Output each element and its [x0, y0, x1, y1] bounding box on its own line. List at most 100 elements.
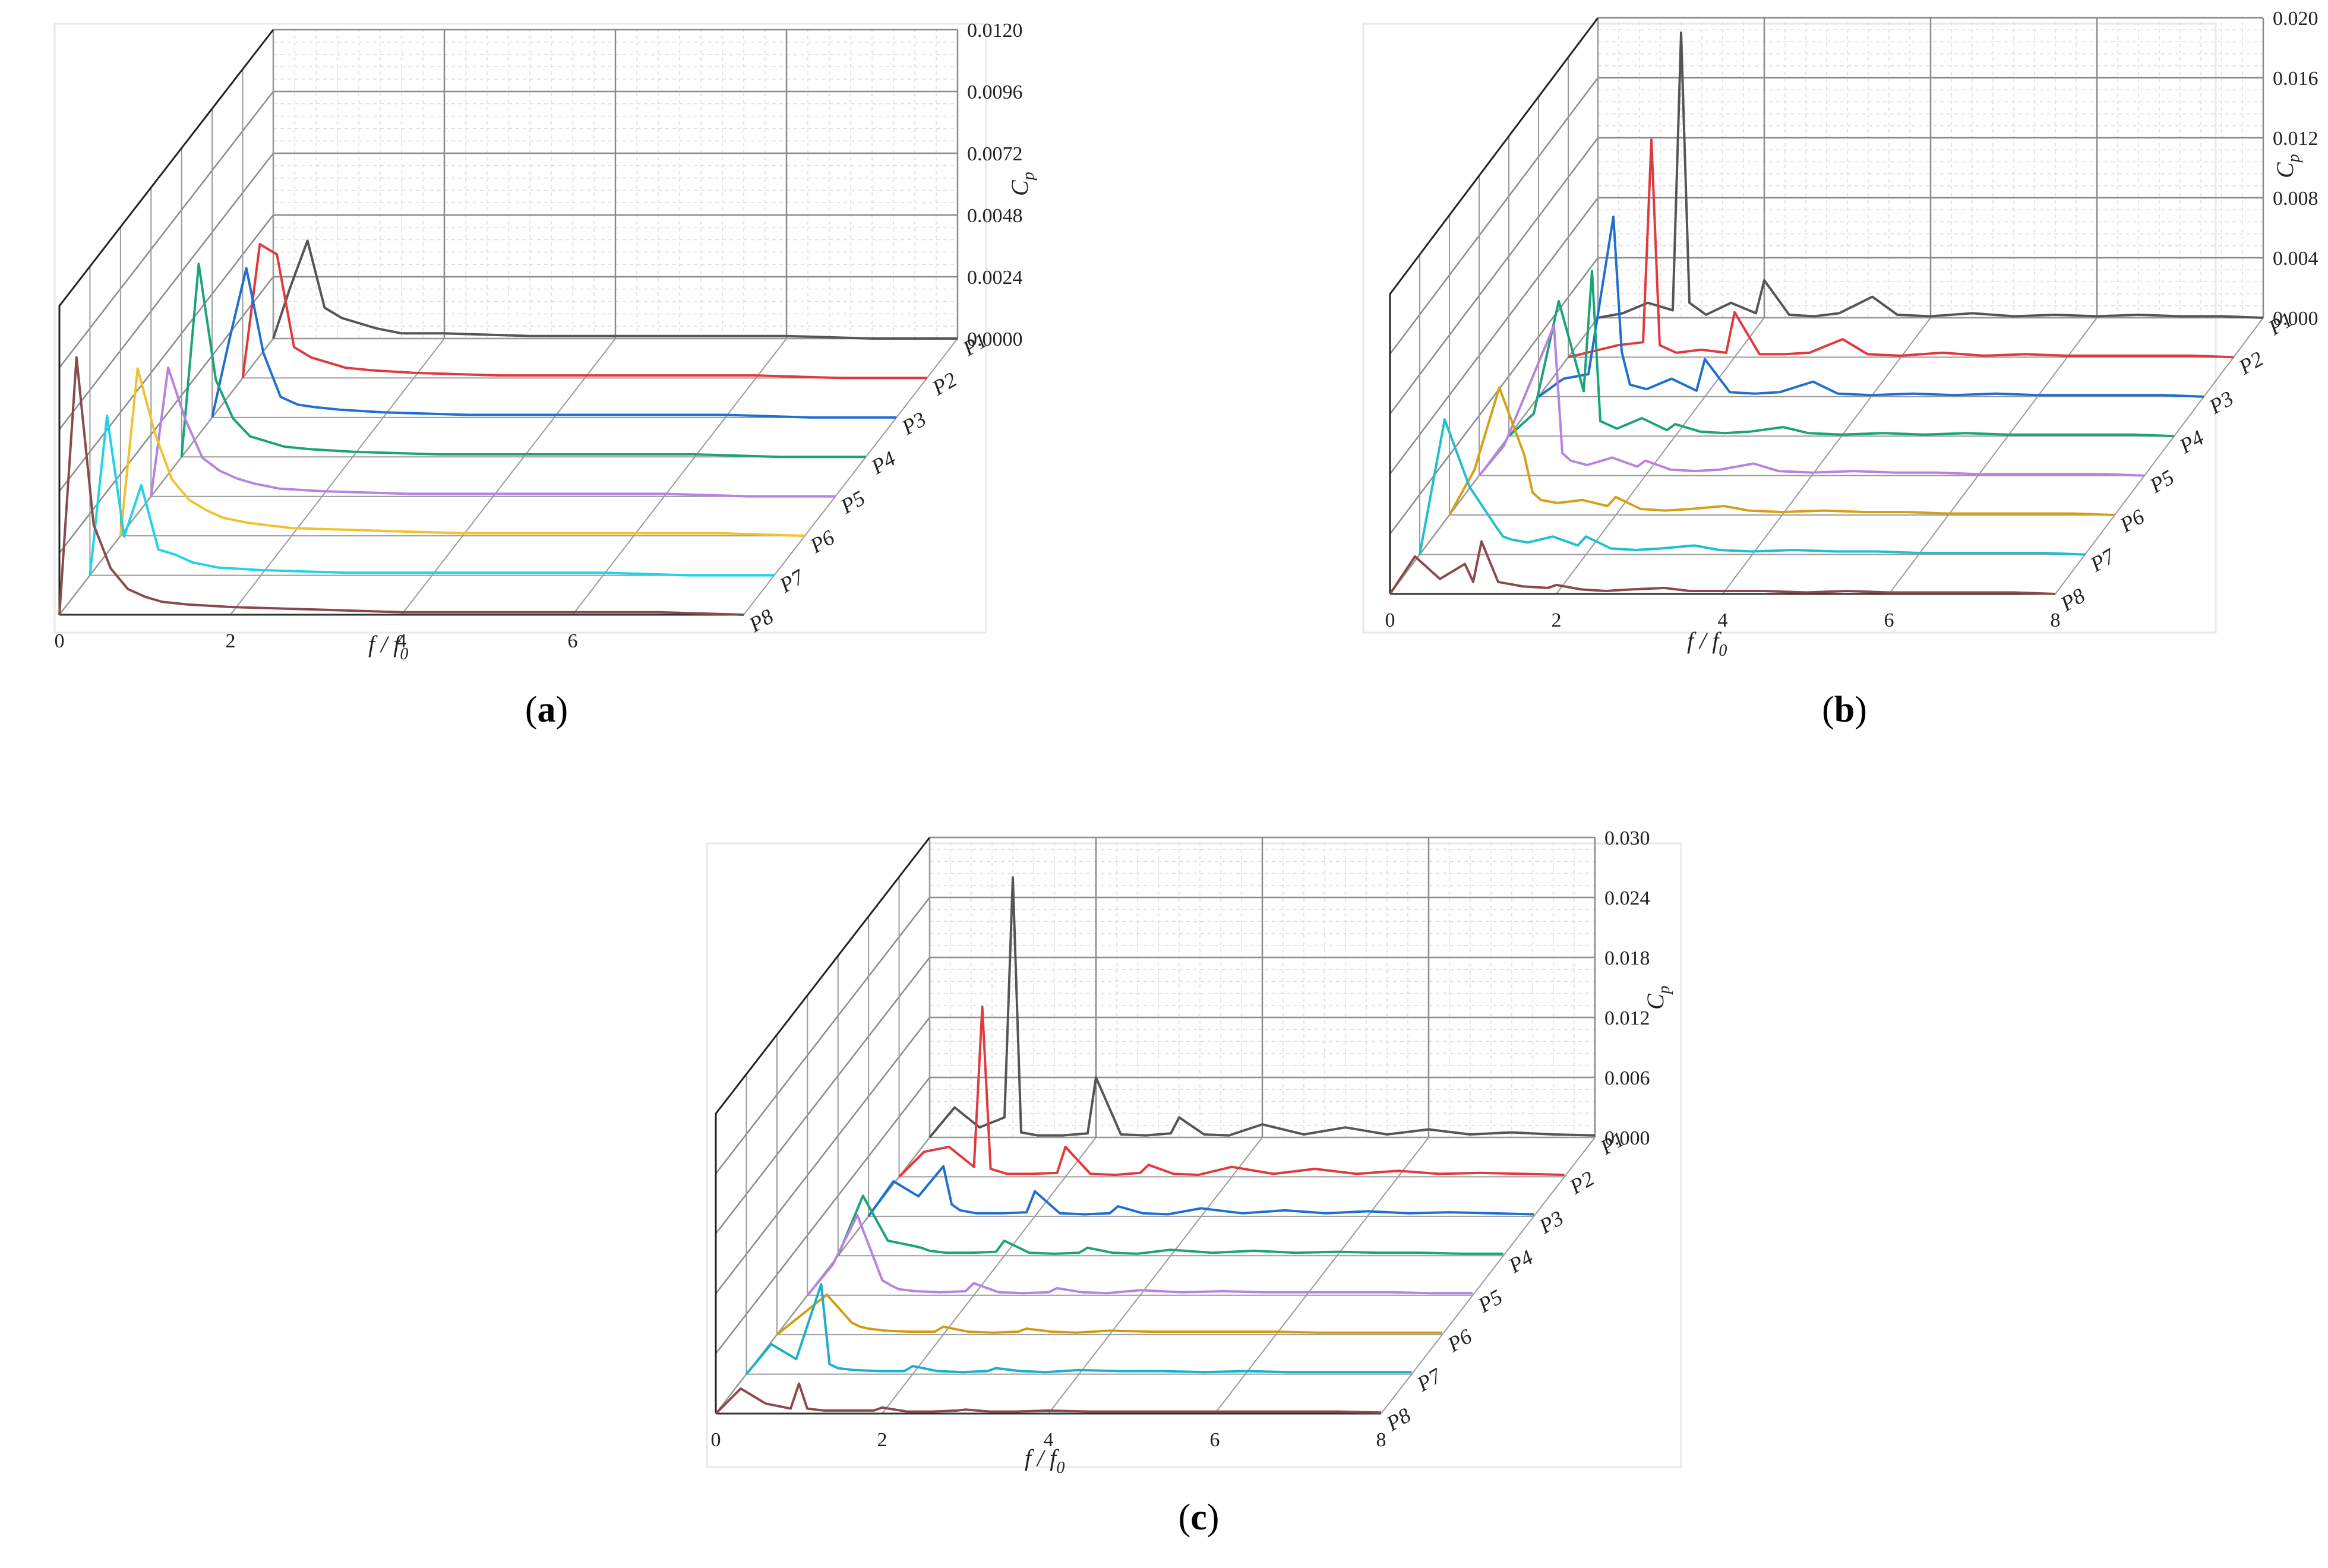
x-axis: 0 2 4 6 8f / f0: [1385, 609, 2061, 660]
series-line-p5: [1478, 324, 2145, 477]
floor-column-line: [743, 338, 958, 615]
left-wall-gridline: [1389, 137, 1599, 415]
caption-open-paren: (: [525, 690, 538, 730]
floor: [1389, 317, 2264, 595]
series-line-p3: [867, 1165, 1534, 1218]
left-wall-gridline: [715, 957, 930, 1234]
left-wall-gridline: [715, 897, 930, 1174]
z-tick-label: 0.000: [2273, 308, 2318, 330]
z-tick-label: 0.018: [1604, 947, 1650, 969]
series-line-p5: [806, 1214, 1473, 1296]
floor-column-line: [1389, 317, 1599, 595]
panel-caption: (b): [1822, 690, 1867, 730]
left-wall-gridline: [59, 276, 274, 554]
x-axis-title-main: f / f: [1687, 627, 1721, 654]
panel-frame: [53, 23, 987, 634]
series-line-p4: [836, 1194, 1503, 1257]
z-tick-label: 0.012: [2273, 128, 2318, 150]
back-wall: [928, 836, 1596, 1139]
left-wall-edge: [58, 29, 274, 615]
x-axis-title-main: f / f: [1025, 1444, 1059, 1471]
series-line-p4: [1508, 270, 2175, 438]
series-line-p8: [58, 356, 744, 616]
series-line-p8: [715, 1382, 1382, 1415]
left-wall-gridline: [1389, 77, 1599, 355]
chart-panel-a: P1P2P3P4P5P6P7P80.00000.00240.00480.0072…: [53, 20, 1038, 730]
chart-panel-c: P1P2P3P4P5P6P7P80.0000.0060.0120.0180.02…: [706, 827, 1682, 1538]
z-tick-label: 0.012: [1604, 1007, 1650, 1029]
back-wall: [272, 29, 959, 340]
caption-letter: b: [1834, 690, 1855, 730]
z-tick-label: 0.020: [2273, 8, 2318, 30]
z-tick-label: 0.024: [1604, 887, 1650, 909]
series-line-p1: [1597, 31, 2264, 319]
x-tick-label: 0: [1385, 609, 1395, 631]
z-axis: 0.0000 0.0024 0.0048 0.0072 0.0096 0.0120 Cp: [967, 20, 1038, 350]
z-axis-title: Cp: [1006, 172, 1038, 196]
x-tick-label: 6: [1210, 1429, 1220, 1451]
caption-letter: c: [1190, 1497, 1207, 1538]
z-axis-title-subscript: p: [2285, 154, 2303, 163]
z-axis-title-main: C: [1642, 993, 1669, 1010]
floor-column-line: [1048, 1137, 1263, 1414]
left-wall: [58, 29, 274, 615]
z-tick-label: 0.0024: [967, 267, 1023, 289]
z-axis: 0.000 0.006 0.012 0.018 0.024 0.030 Cp: [1604, 827, 1673, 1149]
x-tick-label: 4: [1044, 1429, 1054, 1451]
panel-caption: (c): [1179, 1497, 1220, 1538]
z-axis-title: Cp: [2272, 154, 2303, 178]
x-tick-label: 8: [1376, 1429, 1386, 1451]
x-tick-label: 2: [877, 1429, 887, 1451]
z-tick-label: 0.004: [2273, 248, 2318, 270]
x-tick-label: 2: [1552, 609, 1562, 631]
z-axis-title-main: C: [1006, 179, 1033, 196]
caption-close-paren: ): [556, 690, 568, 730]
series-line-p1: [928, 876, 1596, 1139]
series-line-p2: [898, 1006, 1565, 1178]
series-line-p1: [272, 239, 958, 340]
z-axis-title: Cp: [1642, 985, 1673, 1010]
series-line-p3: [211, 267, 897, 419]
z-tick-label: 0.0048: [967, 205, 1023, 227]
x-axis-title-subscript: 0: [400, 645, 408, 663]
z-tick-label: 0.0000: [967, 328, 1023, 350]
floor-column-line: [572, 338, 787, 615]
z-axis-title-subscript: p: [1655, 985, 1673, 995]
series-line-p4: [180, 263, 866, 459]
left-wall-gridline: [715, 1077, 930, 1354]
series-group: [715, 876, 1596, 1415]
floor-column-line: [1381, 1137, 1596, 1414]
panel-frame: [1362, 23, 2217, 634]
series-line-p7: [1419, 418, 2086, 556]
floor-column-line: [230, 338, 445, 615]
x-axis-title: f / f0: [368, 631, 408, 663]
series-group: [1389, 31, 2264, 595]
z-axis: 0.000 0.004 0.008 0.012 0.016 0.020 Cp: [2272, 8, 2318, 330]
series-line-p6: [119, 367, 805, 538]
floor-column-line: [2055, 317, 2264, 595]
caption-close-paren: ): [1855, 690, 1867, 730]
x-axis: 0 2 4 6f / f0: [55, 630, 578, 663]
z-tick-label: 0.016: [2273, 68, 2318, 90]
panel-caption: (a): [525, 690, 568, 730]
series-group: [58, 239, 958, 616]
series-line-p3: [1537, 215, 2204, 398]
left-wall: [715, 837, 931, 1414]
left-wall-edge: [1389, 17, 1599, 594]
z-tick-label: 0.008: [2273, 188, 2318, 210]
left-wall-gridline: [59, 153, 274, 430]
left-wall-gridline: [715, 1017, 930, 1294]
series-line-p5: [150, 366, 836, 498]
floor-column-line: [1722, 317, 1931, 595]
left-wall-gridline: [1389, 257, 1599, 535]
series-line-p2: [1568, 138, 2234, 359]
floor-column-line: [1556, 317, 1765, 595]
z-axis-title-subscript: p: [1019, 172, 1038, 181]
z-tick-label: 0.000: [1604, 1127, 1650, 1149]
z-tick-label: 0.0120: [967, 20, 1023, 42]
x-tick-label: 4: [397, 630, 407, 652]
floor-column-line: [59, 338, 274, 615]
z-tick-label: 0.0072: [967, 143, 1023, 165]
x-tick-label: 4: [1718, 609, 1728, 631]
